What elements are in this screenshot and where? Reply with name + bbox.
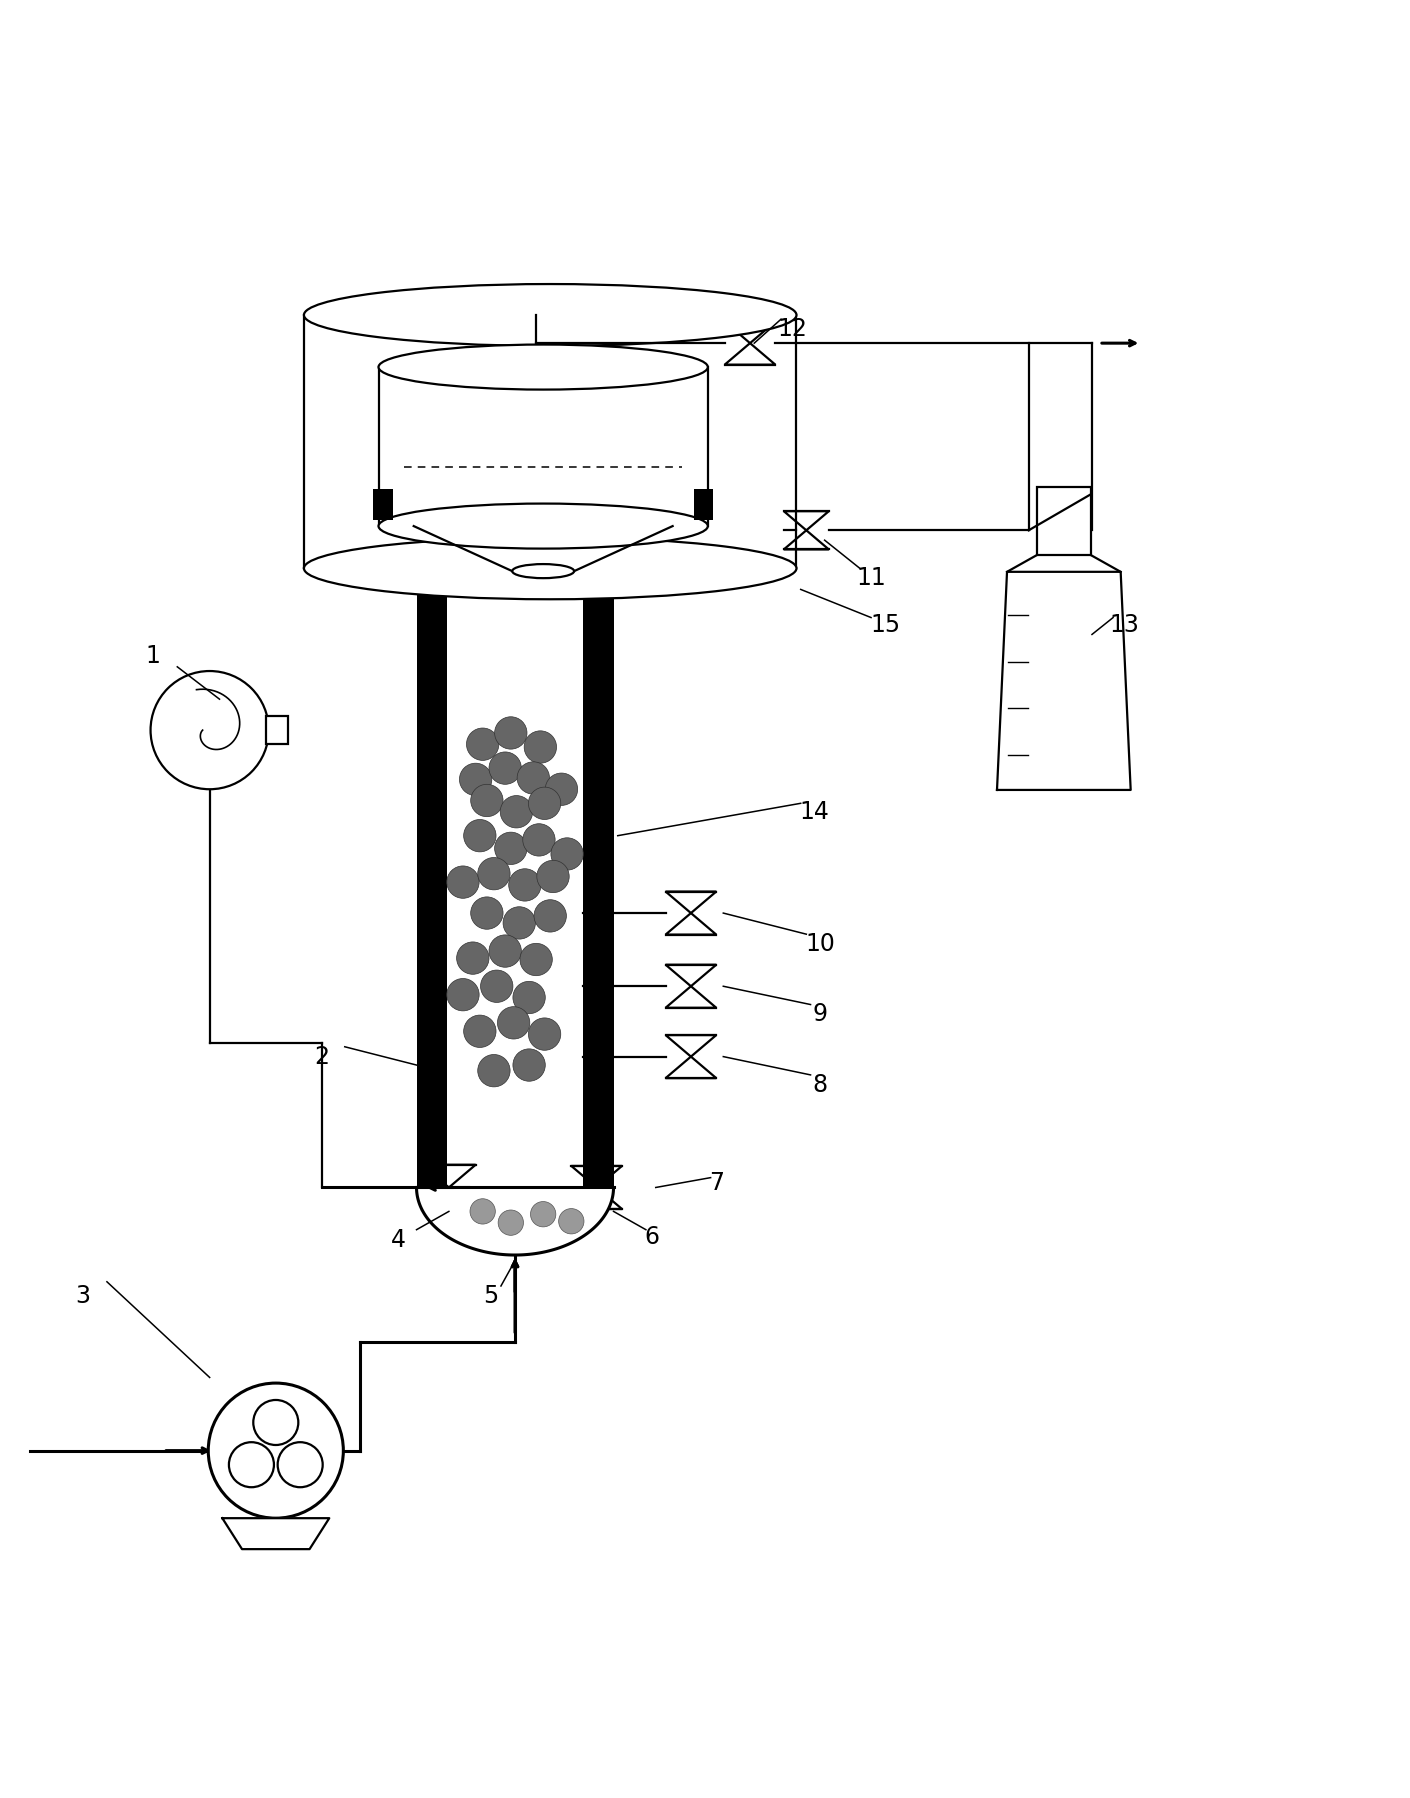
Circle shape (501, 795, 533, 827)
Circle shape (489, 752, 522, 784)
Bar (372, 489, 392, 520)
Circle shape (520, 944, 553, 976)
Ellipse shape (305, 284, 797, 345)
Circle shape (464, 1016, 496, 1048)
Text: 5: 5 (484, 1284, 499, 1307)
Circle shape (503, 906, 536, 939)
Polygon shape (997, 572, 1131, 789)
Circle shape (209, 1383, 344, 1518)
Circle shape (471, 897, 503, 930)
Text: 12: 12 (777, 316, 807, 342)
Circle shape (513, 982, 546, 1014)
Circle shape (498, 1210, 523, 1235)
Circle shape (481, 971, 513, 1003)
Circle shape (467, 728, 499, 761)
Circle shape (447, 867, 479, 899)
Circle shape (529, 788, 561, 820)
Circle shape (478, 858, 510, 890)
Bar (694, 489, 713, 520)
Circle shape (228, 1442, 274, 1487)
Polygon shape (223, 1518, 330, 1550)
Text: 9: 9 (814, 1003, 828, 1027)
Text: 1: 1 (145, 644, 161, 667)
Circle shape (498, 1007, 530, 1039)
Text: 4: 4 (391, 1228, 406, 1251)
Circle shape (530, 1201, 556, 1226)
Circle shape (509, 868, 541, 901)
Circle shape (254, 1401, 299, 1446)
Circle shape (151, 671, 269, 789)
Circle shape (525, 730, 557, 762)
Circle shape (464, 820, 496, 852)
Text: 3: 3 (76, 1284, 90, 1307)
Ellipse shape (512, 565, 574, 579)
Circle shape (489, 935, 522, 967)
Circle shape (537, 859, 570, 892)
Text: 6: 6 (644, 1224, 658, 1250)
Text: 14: 14 (799, 800, 829, 823)
Circle shape (460, 762, 492, 795)
Circle shape (523, 823, 556, 856)
Text: 15: 15 (870, 613, 900, 636)
Circle shape (546, 773, 578, 806)
Circle shape (447, 978, 479, 1010)
Circle shape (278, 1442, 323, 1487)
Circle shape (457, 942, 489, 975)
Ellipse shape (378, 345, 708, 390)
Circle shape (551, 838, 584, 870)
Text: 2: 2 (314, 1045, 330, 1068)
Bar (1038, 487, 1090, 556)
Circle shape (470, 1199, 495, 1224)
Circle shape (529, 1018, 561, 1050)
Text: 11: 11 (856, 566, 885, 590)
Text: 10: 10 (805, 931, 835, 957)
Ellipse shape (305, 538, 797, 599)
Circle shape (471, 784, 503, 816)
Bar (416, 568, 447, 1187)
Circle shape (534, 899, 567, 931)
Circle shape (558, 1208, 584, 1233)
Circle shape (513, 1048, 546, 1081)
Circle shape (495, 832, 527, 865)
Bar (266, 716, 289, 744)
Circle shape (495, 717, 527, 750)
Circle shape (517, 762, 550, 795)
Text: 13: 13 (1110, 613, 1139, 636)
Text: 8: 8 (812, 1073, 828, 1097)
Ellipse shape (378, 503, 708, 548)
Text: 7: 7 (709, 1170, 723, 1196)
Polygon shape (416, 1187, 613, 1255)
Bar (582, 568, 613, 1187)
Circle shape (478, 1054, 510, 1086)
